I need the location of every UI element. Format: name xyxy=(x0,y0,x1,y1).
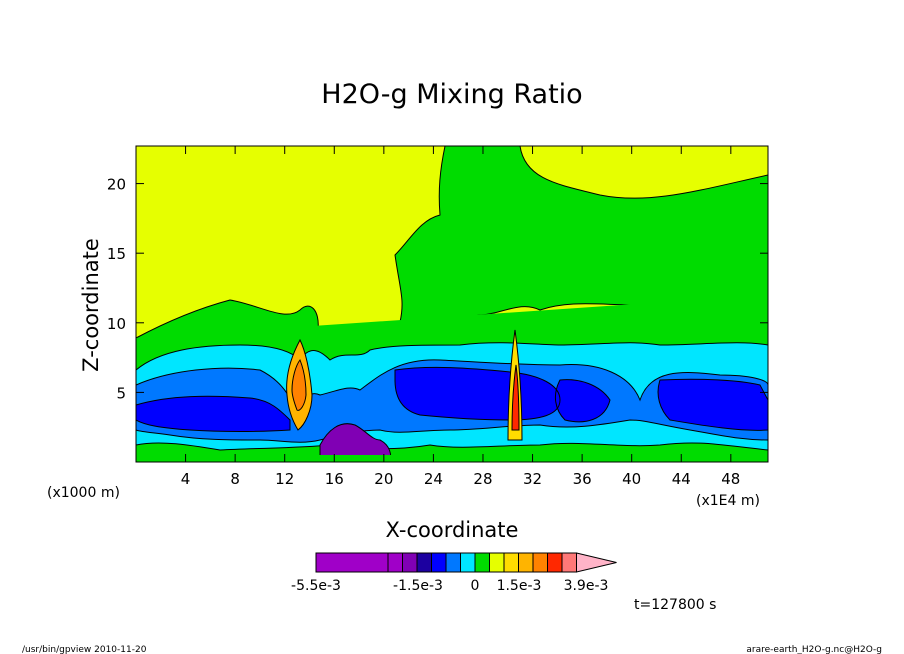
y-axis-label: Z-coordinate xyxy=(79,238,103,372)
x-tick-label: 32 xyxy=(523,470,542,488)
y-tick-label: 15 xyxy=(107,245,126,263)
colorbar-label: 3.9e-3 xyxy=(564,578,609,594)
x-tick-label: 12 xyxy=(275,470,294,488)
colorbar-label: -1.5e-3 xyxy=(393,578,443,594)
colorbar-extend-triangle xyxy=(576,552,617,573)
contour-field xyxy=(136,146,768,462)
x-tick-label: 16 xyxy=(325,470,344,488)
x-tick-label: 28 xyxy=(473,470,492,488)
x-tick-label: 8 xyxy=(230,470,240,488)
colorbar-segment xyxy=(503,552,519,573)
plot-frame xyxy=(135,145,769,463)
surface-layer xyxy=(136,455,768,462)
colorbar-segment xyxy=(518,552,534,573)
y-axis: 5 10 15 20 xyxy=(107,176,768,402)
colorbar-segment xyxy=(547,552,563,573)
x-unit-right: (x1E4 m) xyxy=(696,493,760,509)
region-darkblue xyxy=(136,366,768,432)
colorbar-label: 0 xyxy=(471,578,480,594)
x-tick-label: 20 xyxy=(374,470,393,488)
colorbar-segment xyxy=(416,552,432,573)
colorbar-segment xyxy=(561,552,577,573)
colorbar-label: 1.5e-3 xyxy=(497,578,542,594)
region-cell2-core xyxy=(511,364,520,431)
x-tick-label: 48 xyxy=(721,470,740,488)
colorbar-segment xyxy=(315,552,389,573)
x-unit-left: (x1000 m) xyxy=(47,485,120,501)
x-tick-label: 24 xyxy=(424,470,443,488)
colorbar-segment xyxy=(489,552,505,573)
y-tick-label: 20 xyxy=(107,176,126,194)
x-axis-label: X-coordinate xyxy=(386,518,519,542)
x-axis: 4 8 12 16 20 24 28 32 36 40 44 48 xyxy=(181,146,740,488)
footer-right: arare-earth_H2O-g.nc@H2O-g xyxy=(746,645,882,654)
colorbar-segment xyxy=(445,552,461,573)
y-tick-label: 5 xyxy=(116,384,126,402)
y-tick-label: 10 xyxy=(107,315,126,333)
x-tick-label: 44 xyxy=(672,470,691,488)
colorbar-segment xyxy=(402,552,418,573)
x-tick-label: 36 xyxy=(573,470,592,488)
colorbar-labels: -5.5e-3 -1.5e-3 0 1.5e-3 3.9e-3 xyxy=(291,578,608,594)
region-green xyxy=(136,146,768,351)
colorbar-segment xyxy=(532,552,548,573)
colorbar-label: -5.5e-3 xyxy=(291,578,341,594)
time-label: t=127800 s xyxy=(634,597,716,613)
colorbar-segment xyxy=(460,552,476,573)
chart-title: H2O-g Mixing Ratio xyxy=(321,79,582,110)
footer-left: /usr/bin/gpview 2010-11-20 xyxy=(22,645,147,654)
colorbar-segment xyxy=(387,552,403,573)
colorbar xyxy=(315,552,617,573)
region-red-core xyxy=(291,359,307,411)
x-tick-label: 4 xyxy=(181,470,191,488)
colorbar-segment xyxy=(431,552,447,573)
x-tick-label: 40 xyxy=(622,470,641,488)
colorbar-segment xyxy=(474,552,490,573)
